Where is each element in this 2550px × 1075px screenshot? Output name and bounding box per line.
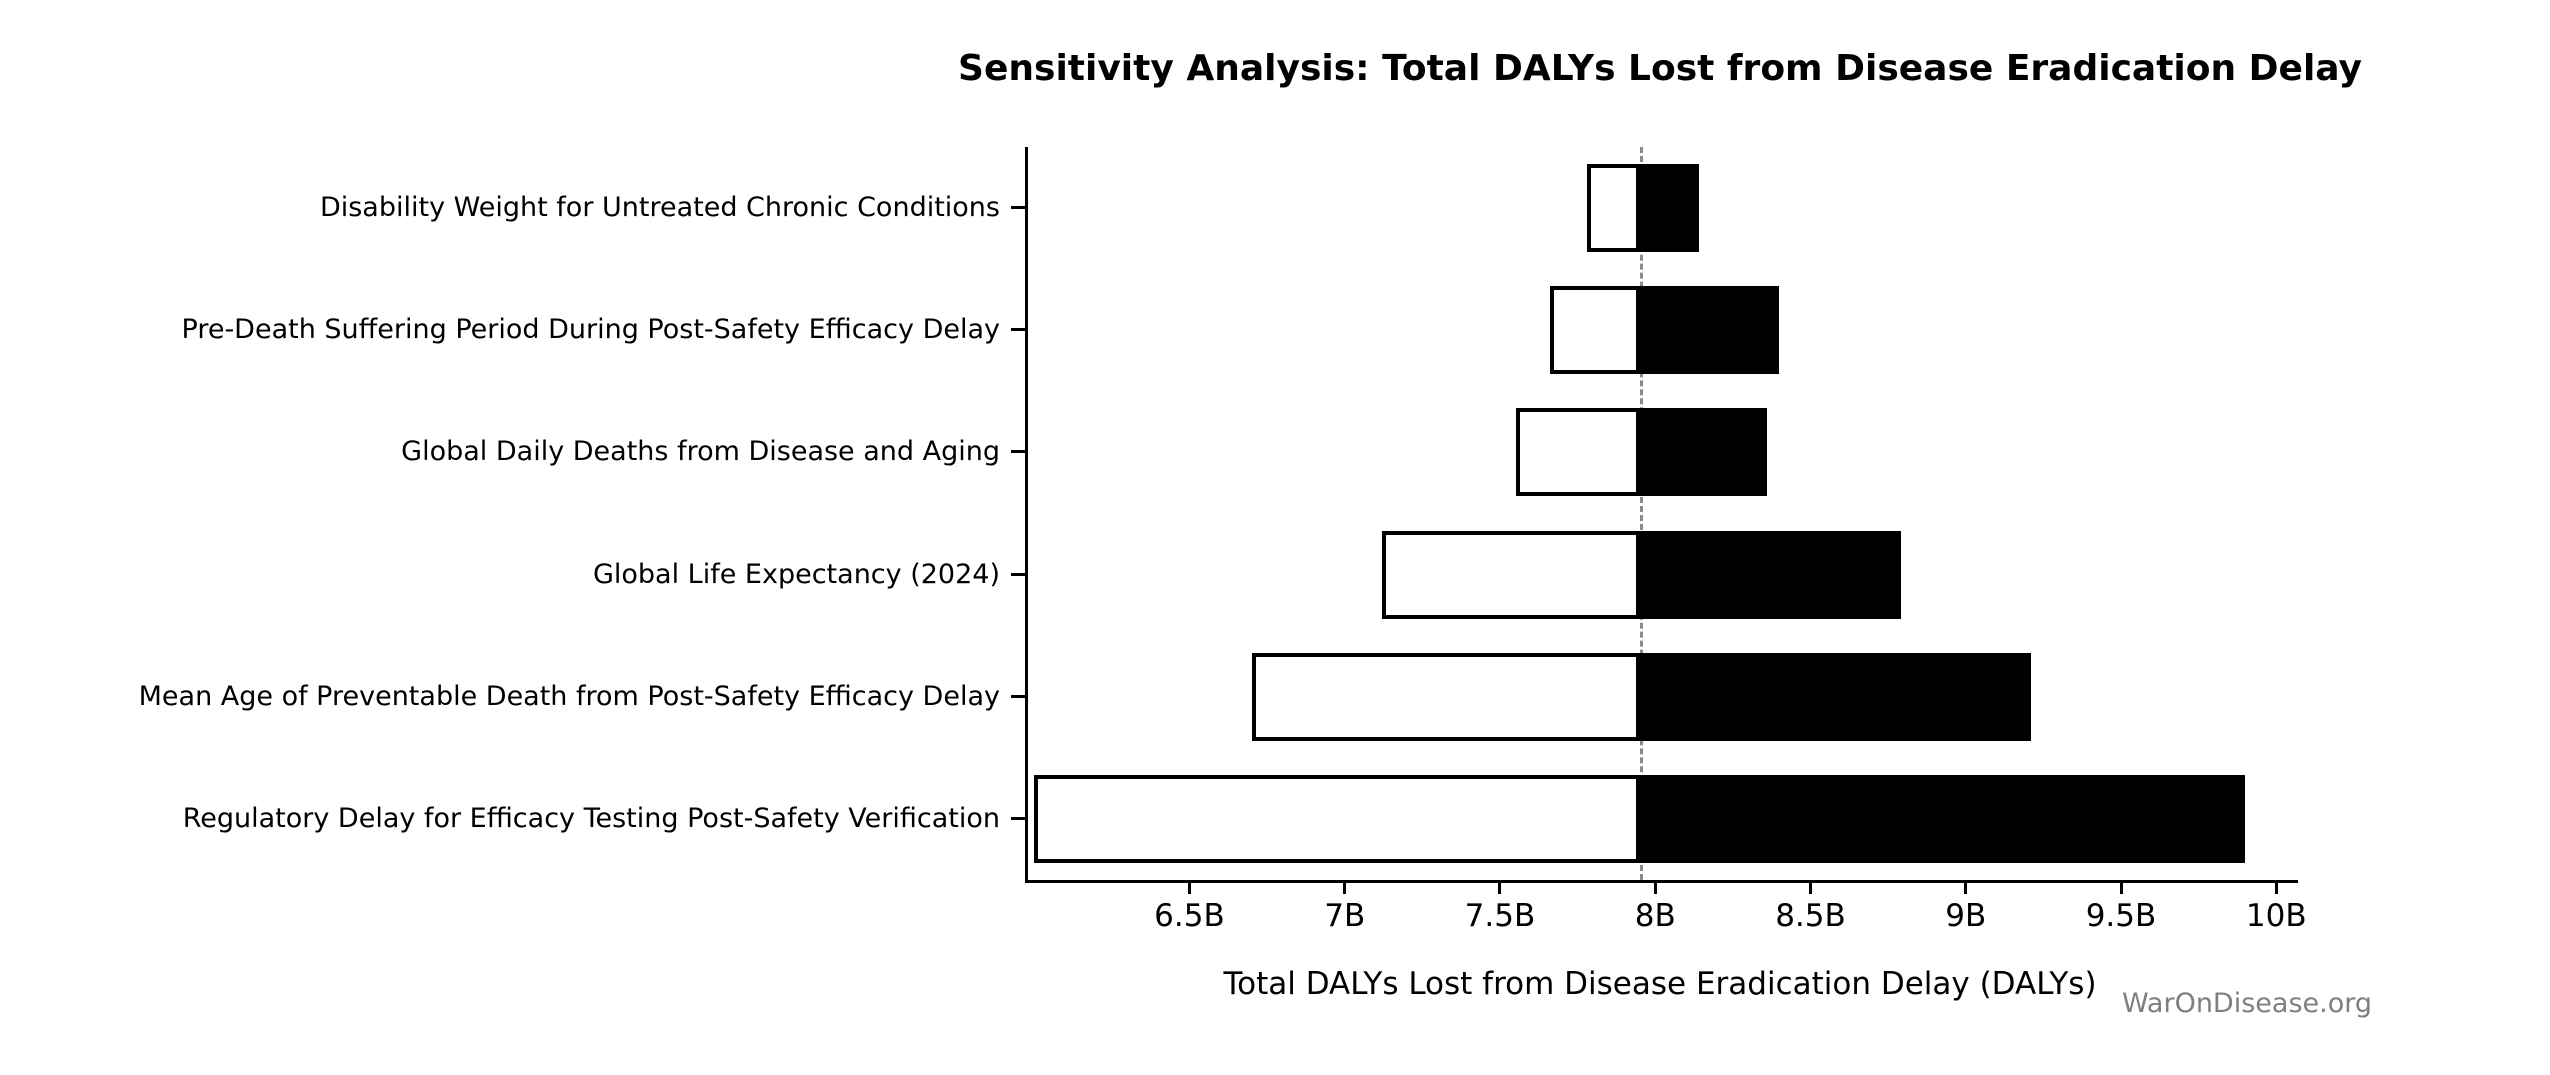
y-tick-label: Global Life Expectancy (2024) <box>592 558 1000 590</box>
bar-high <box>1639 774 2246 863</box>
bar-high <box>1639 408 1767 497</box>
bar-high <box>1639 164 1699 253</box>
y-tick <box>1011 694 1025 698</box>
bar-high <box>1639 652 2031 741</box>
x-tick-label: 8.5B <box>1775 898 1846 934</box>
watermark: WarOnDisease.org <box>2121 988 2372 1019</box>
x-tick-label: 6.5B <box>1154 898 1225 934</box>
x-tick-label: 7.5B <box>1464 898 1536 934</box>
chart-title: Sensitivity Analysis: Total DALYs Lost f… <box>958 48 2362 89</box>
y-tick-label: Mean Age of Preventable Death from Post-… <box>138 680 1000 712</box>
y-tick-label: Regulatory Delay for Efficacy Testing Po… <box>182 802 1000 834</box>
y-tick-label: Disability Weight for Untreated Chronic … <box>319 192 1000 224</box>
bar-high <box>1639 530 1901 619</box>
y-tick <box>1011 450 1025 454</box>
y-tick <box>1011 328 1025 332</box>
x-tick-label: 10B <box>2245 898 2307 934</box>
bar-low <box>1515 408 1640 497</box>
x-tick <box>1808 880 1812 894</box>
x-tick <box>2274 880 2278 894</box>
y-tick-label: Global Daily Deaths from Disease and Agi… <box>401 436 1000 468</box>
baseline-line <box>1639 147 1643 880</box>
bar-low <box>1381 530 1640 619</box>
bar-low <box>1549 286 1640 375</box>
bar-high <box>1639 286 1780 375</box>
x-tick <box>1964 880 1968 894</box>
x-axis-label: Total DALYs Lost from Disease Eradicatio… <box>1223 966 2097 1002</box>
y-tick <box>1011 816 1025 820</box>
y-tick-label: Pre-Death Suffering Period During Post-S… <box>181 314 1000 346</box>
plot-area: Disability Weight for Untreated Chronic … <box>139 147 2307 934</box>
bar-low <box>1251 652 1640 741</box>
x-tick <box>1343 880 1347 894</box>
x-tick <box>1187 880 1191 894</box>
x-tick-label: 9.5B <box>2085 898 2157 934</box>
x-tick-label: 8B <box>1634 898 1676 934</box>
x-tick <box>1498 880 1502 894</box>
bar-low <box>1586 164 1640 253</box>
x-tick <box>1653 880 1657 894</box>
x-tick-label: 9B <box>1945 898 1987 934</box>
bar-low <box>1034 774 1640 863</box>
x-tick-label: 7B <box>1324 898 1366 934</box>
x-tick <box>2119 880 2123 894</box>
y-tick <box>1011 572 1025 576</box>
y-tick <box>1011 206 1025 210</box>
